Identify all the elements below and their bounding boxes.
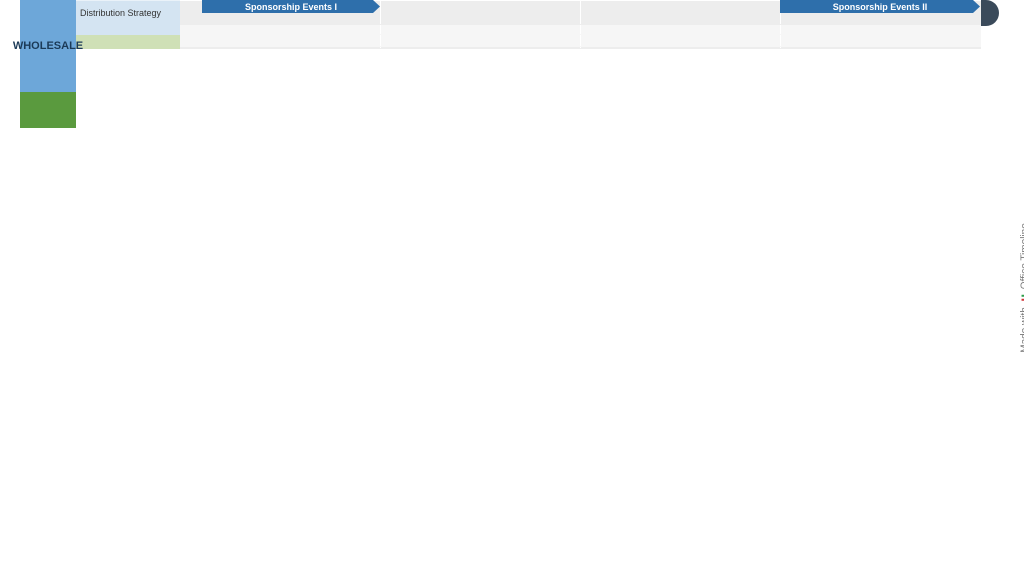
office-timeline-icon (1021, 293, 1024, 303)
task-bar-text: Sponsorship Events II (833, 2, 928, 12)
swimlane-wholesale: WHOLESALE (20, 0, 76, 92)
task-bar: Sponsorship Events II (780, 0, 980, 13)
row-label-text: Distribution Strategy (80, 8, 161, 18)
header-cap-icon (981, 0, 999, 26)
task-bar-text: Sponsorship Events I (245, 2, 337, 12)
watermark-brand: Office Timeline (1020, 223, 1024, 289)
watermark: Made with Office Timeline (1020, 223, 1024, 353)
col-divider (580, 0, 581, 24)
row-label: Distribution Strategy (76, 0, 184, 25)
swimlane-title: WHOLESALE (13, 40, 83, 52)
col-divider (380, 0, 381, 24)
watermark-prefix: Made with (1020, 307, 1024, 353)
task-bar: Sponsorship Events I (202, 0, 380, 13)
